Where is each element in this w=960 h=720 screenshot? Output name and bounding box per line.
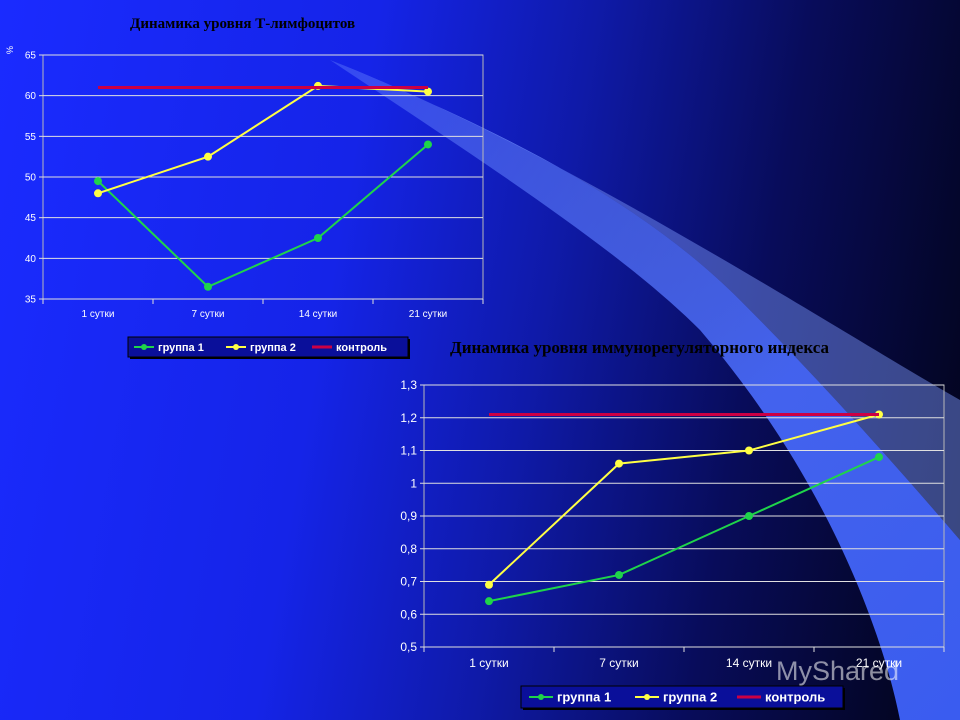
legend-label-2: группа 2 xyxy=(663,690,717,705)
legend-label-3: контроль xyxy=(336,342,387,354)
data-point-series-1 xyxy=(615,570,623,579)
y-tick-label: 1 xyxy=(410,476,417,490)
chart2-title: Динамика уровня иммунорегуляторного инде… xyxy=(450,338,829,357)
data-point-series-2 xyxy=(204,152,212,161)
data-point-series-1 xyxy=(875,453,883,462)
y-tick-label: 35 xyxy=(25,295,37,306)
y-tick-label: 1,1 xyxy=(400,444,417,458)
legend-box xyxy=(127,336,409,358)
watermark: MyShared xyxy=(776,656,900,686)
data-point-series-2 xyxy=(485,580,493,589)
data-point-series-1 xyxy=(94,177,102,186)
legend: группа 1 группа 2 контроль xyxy=(127,336,410,359)
x-tick-label: 21 сутки xyxy=(409,309,447,320)
legend-marker-2 xyxy=(644,694,650,700)
y-tick-label: 65 xyxy=(25,51,37,62)
x-tick-label: 1 сутки xyxy=(469,656,508,670)
legend-marker-1 xyxy=(538,694,544,700)
x-tick-label: 1 сутки xyxy=(82,309,115,320)
y-axis-label: % xyxy=(5,46,15,54)
chart1-title: Динамика уровня Т-лимфоцитов xyxy=(130,16,356,32)
data-point-series-2 xyxy=(615,459,623,468)
x-tick-label: 14 сутки xyxy=(299,309,337,320)
legend: группа 1 группа 2 контроль xyxy=(520,685,845,710)
y-tick-label: 0,5 xyxy=(400,640,417,654)
y-tick-label: 55 xyxy=(25,132,37,143)
series-line-2 xyxy=(488,413,880,586)
y-tick-label: 1,2 xyxy=(400,411,417,425)
data-point-series-1 xyxy=(745,512,753,520)
y-tick-label: 0,6 xyxy=(400,607,417,621)
x-tick-label: 14 сутки xyxy=(726,656,772,670)
y-tick-label: 45 xyxy=(25,213,37,224)
y-tick-label: 0,8 xyxy=(400,542,417,556)
y-tick-label: 1,3 xyxy=(400,378,417,392)
data-point-series-2 xyxy=(745,446,753,455)
legend-label-1: группа 1 xyxy=(557,690,611,705)
legend-marker-2 xyxy=(233,344,239,350)
data-point-series-1 xyxy=(424,140,432,149)
x-tick-label: 21 сутки xyxy=(856,656,902,670)
series-line-1 xyxy=(488,456,880,603)
legend-label-3: контроль xyxy=(765,690,825,705)
x-tick-label: 7 сутки xyxy=(192,309,225,320)
y-tick-label: 40 xyxy=(25,254,37,265)
y-tick-label: 50 xyxy=(25,173,37,184)
data-point-series-1 xyxy=(314,234,322,242)
data-point-series-2 xyxy=(94,189,102,198)
data-point-series-1 xyxy=(485,597,493,606)
data-point-series-2 xyxy=(424,87,432,96)
legend-marker-1 xyxy=(141,344,147,350)
legend-box xyxy=(520,685,844,709)
legend-label-2: группа 2 xyxy=(250,342,296,354)
y-tick-label: 60 xyxy=(25,91,37,102)
y-tick-label: 0,9 xyxy=(400,509,417,523)
data-point-series-1 xyxy=(204,282,212,291)
legend-label-1: группа 1 xyxy=(158,342,204,354)
y-tick-label: 0,7 xyxy=(400,575,417,589)
series-line-1 xyxy=(97,143,429,288)
x-tick-label: 7 сутки xyxy=(599,656,638,670)
